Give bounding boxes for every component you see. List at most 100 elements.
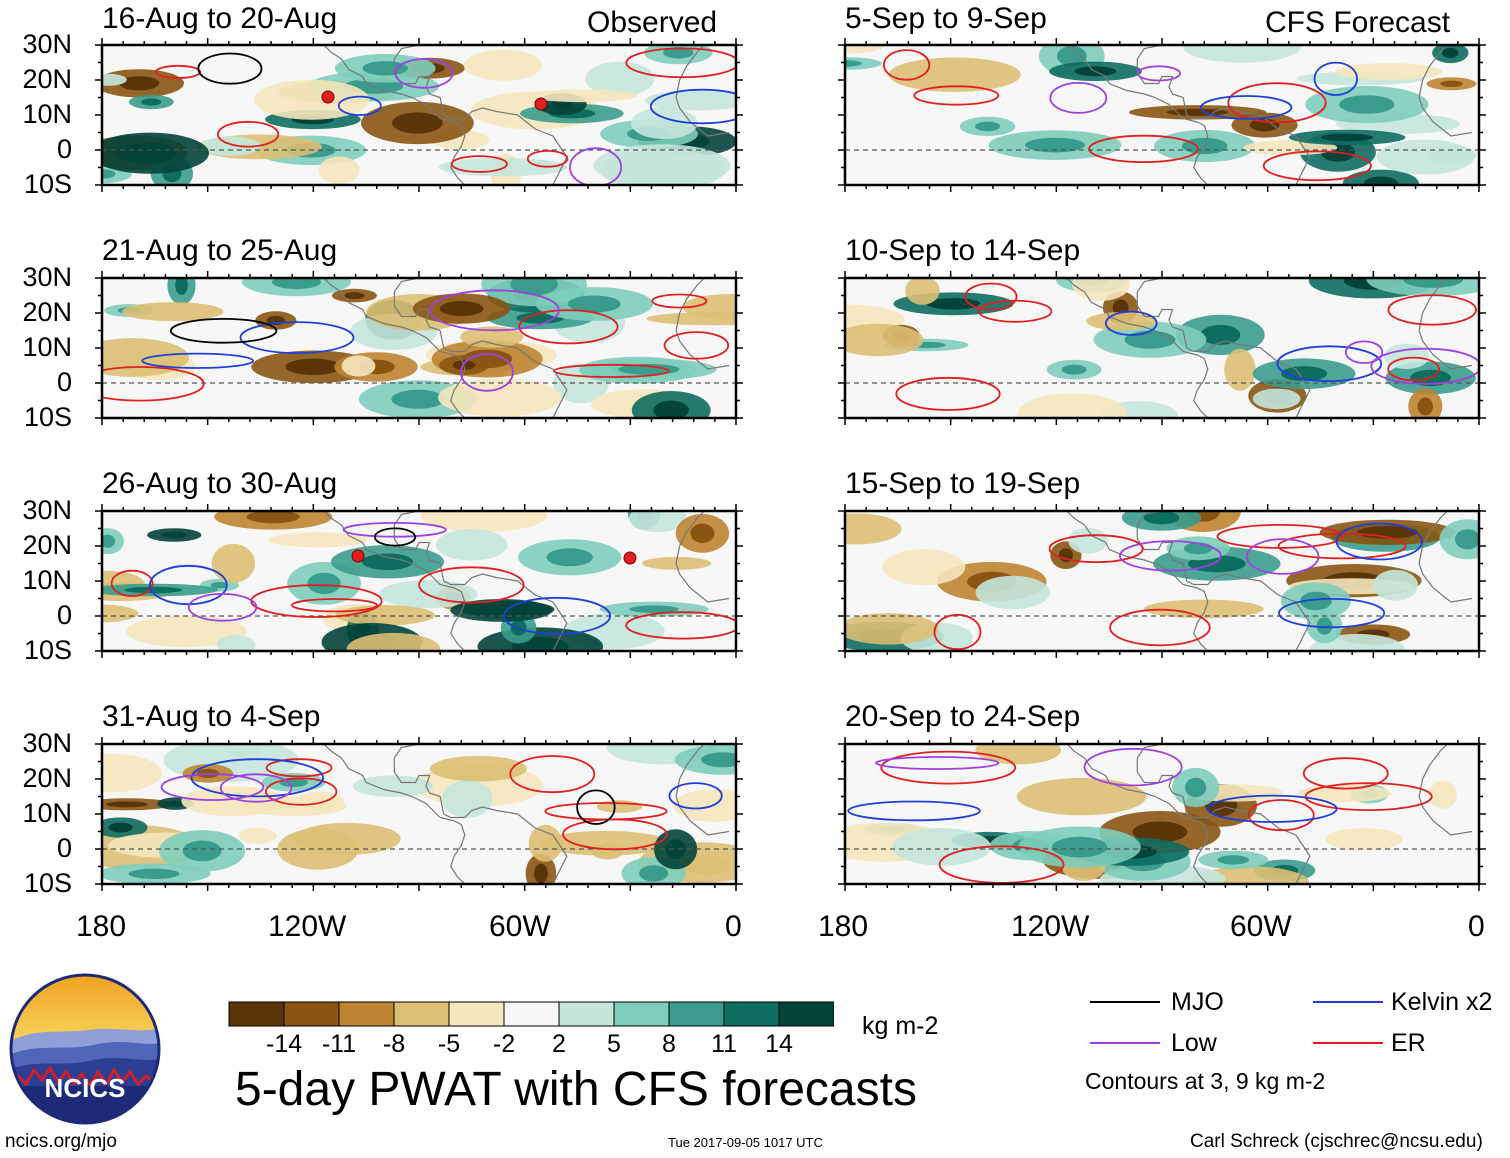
lat-label: 20N <box>22 297 72 327</box>
pwat-anomaly-core <box>618 363 680 375</box>
pwat-anomaly-area <box>238 827 277 844</box>
wave-contour <box>1262 150 1372 182</box>
wave-contour <box>110 569 154 598</box>
pwat-anomaly-area <box>1383 343 1430 369</box>
lat-label: 10S <box>23 402 72 432</box>
lon-label-0-right: 0 <box>1468 910 1485 943</box>
lat-label: 10N <box>22 565 72 595</box>
colorbar-swatch <box>283 1001 340 1027</box>
wave-contour <box>668 782 723 810</box>
pwat-anomaly-area <box>644 90 736 111</box>
map-panel-forecast-2 <box>838 271 1486 425</box>
pwat-anomaly-core <box>175 278 188 295</box>
footer-url[interactable]: ncics.org/mjo <box>5 1131 117 1152</box>
wave-contour <box>1278 597 1386 629</box>
pwat-anomaly-area <box>1017 393 1127 418</box>
wave-contour <box>1245 538 1320 575</box>
contour-note: Contours at 3, 9 kg m-2 <box>1085 1068 1326 1094</box>
wave-contour <box>141 352 255 369</box>
lon-label-0-left: 0 <box>725 910 742 943</box>
lat-label: 10S <box>23 169 72 199</box>
pwat-anomaly-core <box>546 548 593 567</box>
pwat-anomaly-core <box>1442 47 1459 59</box>
wave-contour <box>509 755 596 794</box>
pwat-anomaly-area <box>845 613 939 645</box>
tropical-cyclone-icon <box>351 549 365 563</box>
wave-contour <box>569 147 623 185</box>
pwat-anomaly-core <box>1200 324 1241 345</box>
pwat-anomaly-core <box>1052 836 1108 858</box>
colorbar-tick-label: 11 <box>711 1030 737 1058</box>
pwat-anomaly-core <box>141 98 162 106</box>
pwat-anomaly-area <box>845 45 885 54</box>
lat-label: 10N <box>22 798 72 828</box>
wave-contour <box>291 598 378 613</box>
lat-label: 20N <box>22 64 72 94</box>
pwat-anomaly-area <box>1144 599 1264 619</box>
wave-contour <box>1387 294 1477 326</box>
pwat-anomaly-area <box>1428 781 1457 809</box>
colorbar-swatch <box>338 1001 395 1027</box>
pwat-anomaly-area <box>528 824 563 862</box>
footer-timestamp: Tue 2017-09-05 1017 UTC <box>668 1135 823 1150</box>
wave-contour <box>625 47 736 79</box>
wave-contour <box>544 802 668 821</box>
pwat-anomaly-core <box>271 278 321 290</box>
lat-label: 30N <box>22 29 72 59</box>
panel-title-forecast-1: 5-Sep to 9-Sep <box>845 2 1047 35</box>
pwat-anomaly-area <box>318 156 360 184</box>
lat-label: 10N <box>22 332 72 362</box>
colorbar-tick-label: 5 <box>607 1030 621 1058</box>
pwat-anomaly-core <box>106 801 148 808</box>
pwat-anomaly-core <box>1320 133 1374 142</box>
pwat-anomaly-area <box>631 107 698 140</box>
pwat-anomaly-area <box>845 513 902 545</box>
pwat-anomaly-area <box>845 57 882 70</box>
pwat-anomaly-area <box>1068 527 1108 554</box>
lon-label-180-right: 180 <box>818 910 869 943</box>
wave-contour <box>459 353 514 392</box>
er-legend-label: ER <box>1391 1029 1426 1057</box>
pwat-anomaly-area <box>1016 777 1147 816</box>
wave-contour <box>663 331 730 360</box>
lat-label: 0 <box>56 367 72 397</box>
pwat-anomaly-core <box>1057 46 1087 67</box>
pwat-anomaly-area <box>441 780 493 818</box>
pwat-anomaly-core <box>128 868 180 879</box>
pwat-anomaly-core <box>690 523 715 543</box>
pwat-anomaly-area <box>438 378 562 417</box>
wave-contour <box>1119 540 1222 572</box>
pwat-anomaly-core <box>1339 95 1395 114</box>
colorbar-swatch <box>503 1001 560 1027</box>
pwat-anomaly-core <box>246 511 300 524</box>
pwat-anomaly-area <box>1072 278 1131 301</box>
wave-contour <box>1370 347 1479 385</box>
wave-contour <box>337 95 382 116</box>
pwat-anomaly-core <box>102 169 116 179</box>
pwat-anomaly-area <box>297 791 345 810</box>
pwat-anomaly-core <box>534 863 548 884</box>
pwat-anomaly-core <box>210 582 229 589</box>
map-panel-observed-1 <box>95 38 743 192</box>
pwat-anomaly-area <box>673 789 736 822</box>
lon-label-120w-left: 120W <box>268 910 347 943</box>
wave-contour <box>219 773 293 803</box>
colorbar-tick-label: 14 <box>765 1030 793 1058</box>
wave-contour <box>265 777 338 806</box>
pwat-anomaly-core <box>1025 137 1085 153</box>
wave-contour <box>1335 522 1423 561</box>
pwat-anomaly-area <box>225 744 261 759</box>
panel-title-forecast-2: 10-Sep to 14-Sep <box>845 234 1081 267</box>
wave-contour <box>502 596 611 635</box>
colorbar-swatch <box>723 1001 780 1027</box>
wave-contour <box>450 155 508 173</box>
contour-legend <box>1090 1001 1383 1044</box>
pwat-anomaly-core <box>665 839 686 860</box>
pwat-anomaly-core <box>285 358 342 375</box>
colorbar-swatch <box>558 1001 615 1027</box>
map-panel-forecast-1 <box>838 38 1486 192</box>
mjo-legend-label: MJO <box>1171 988 1224 1016</box>
wave-contour <box>373 527 417 547</box>
pwat-anomaly-area <box>181 786 287 817</box>
lat-label: 0 <box>56 600 72 630</box>
